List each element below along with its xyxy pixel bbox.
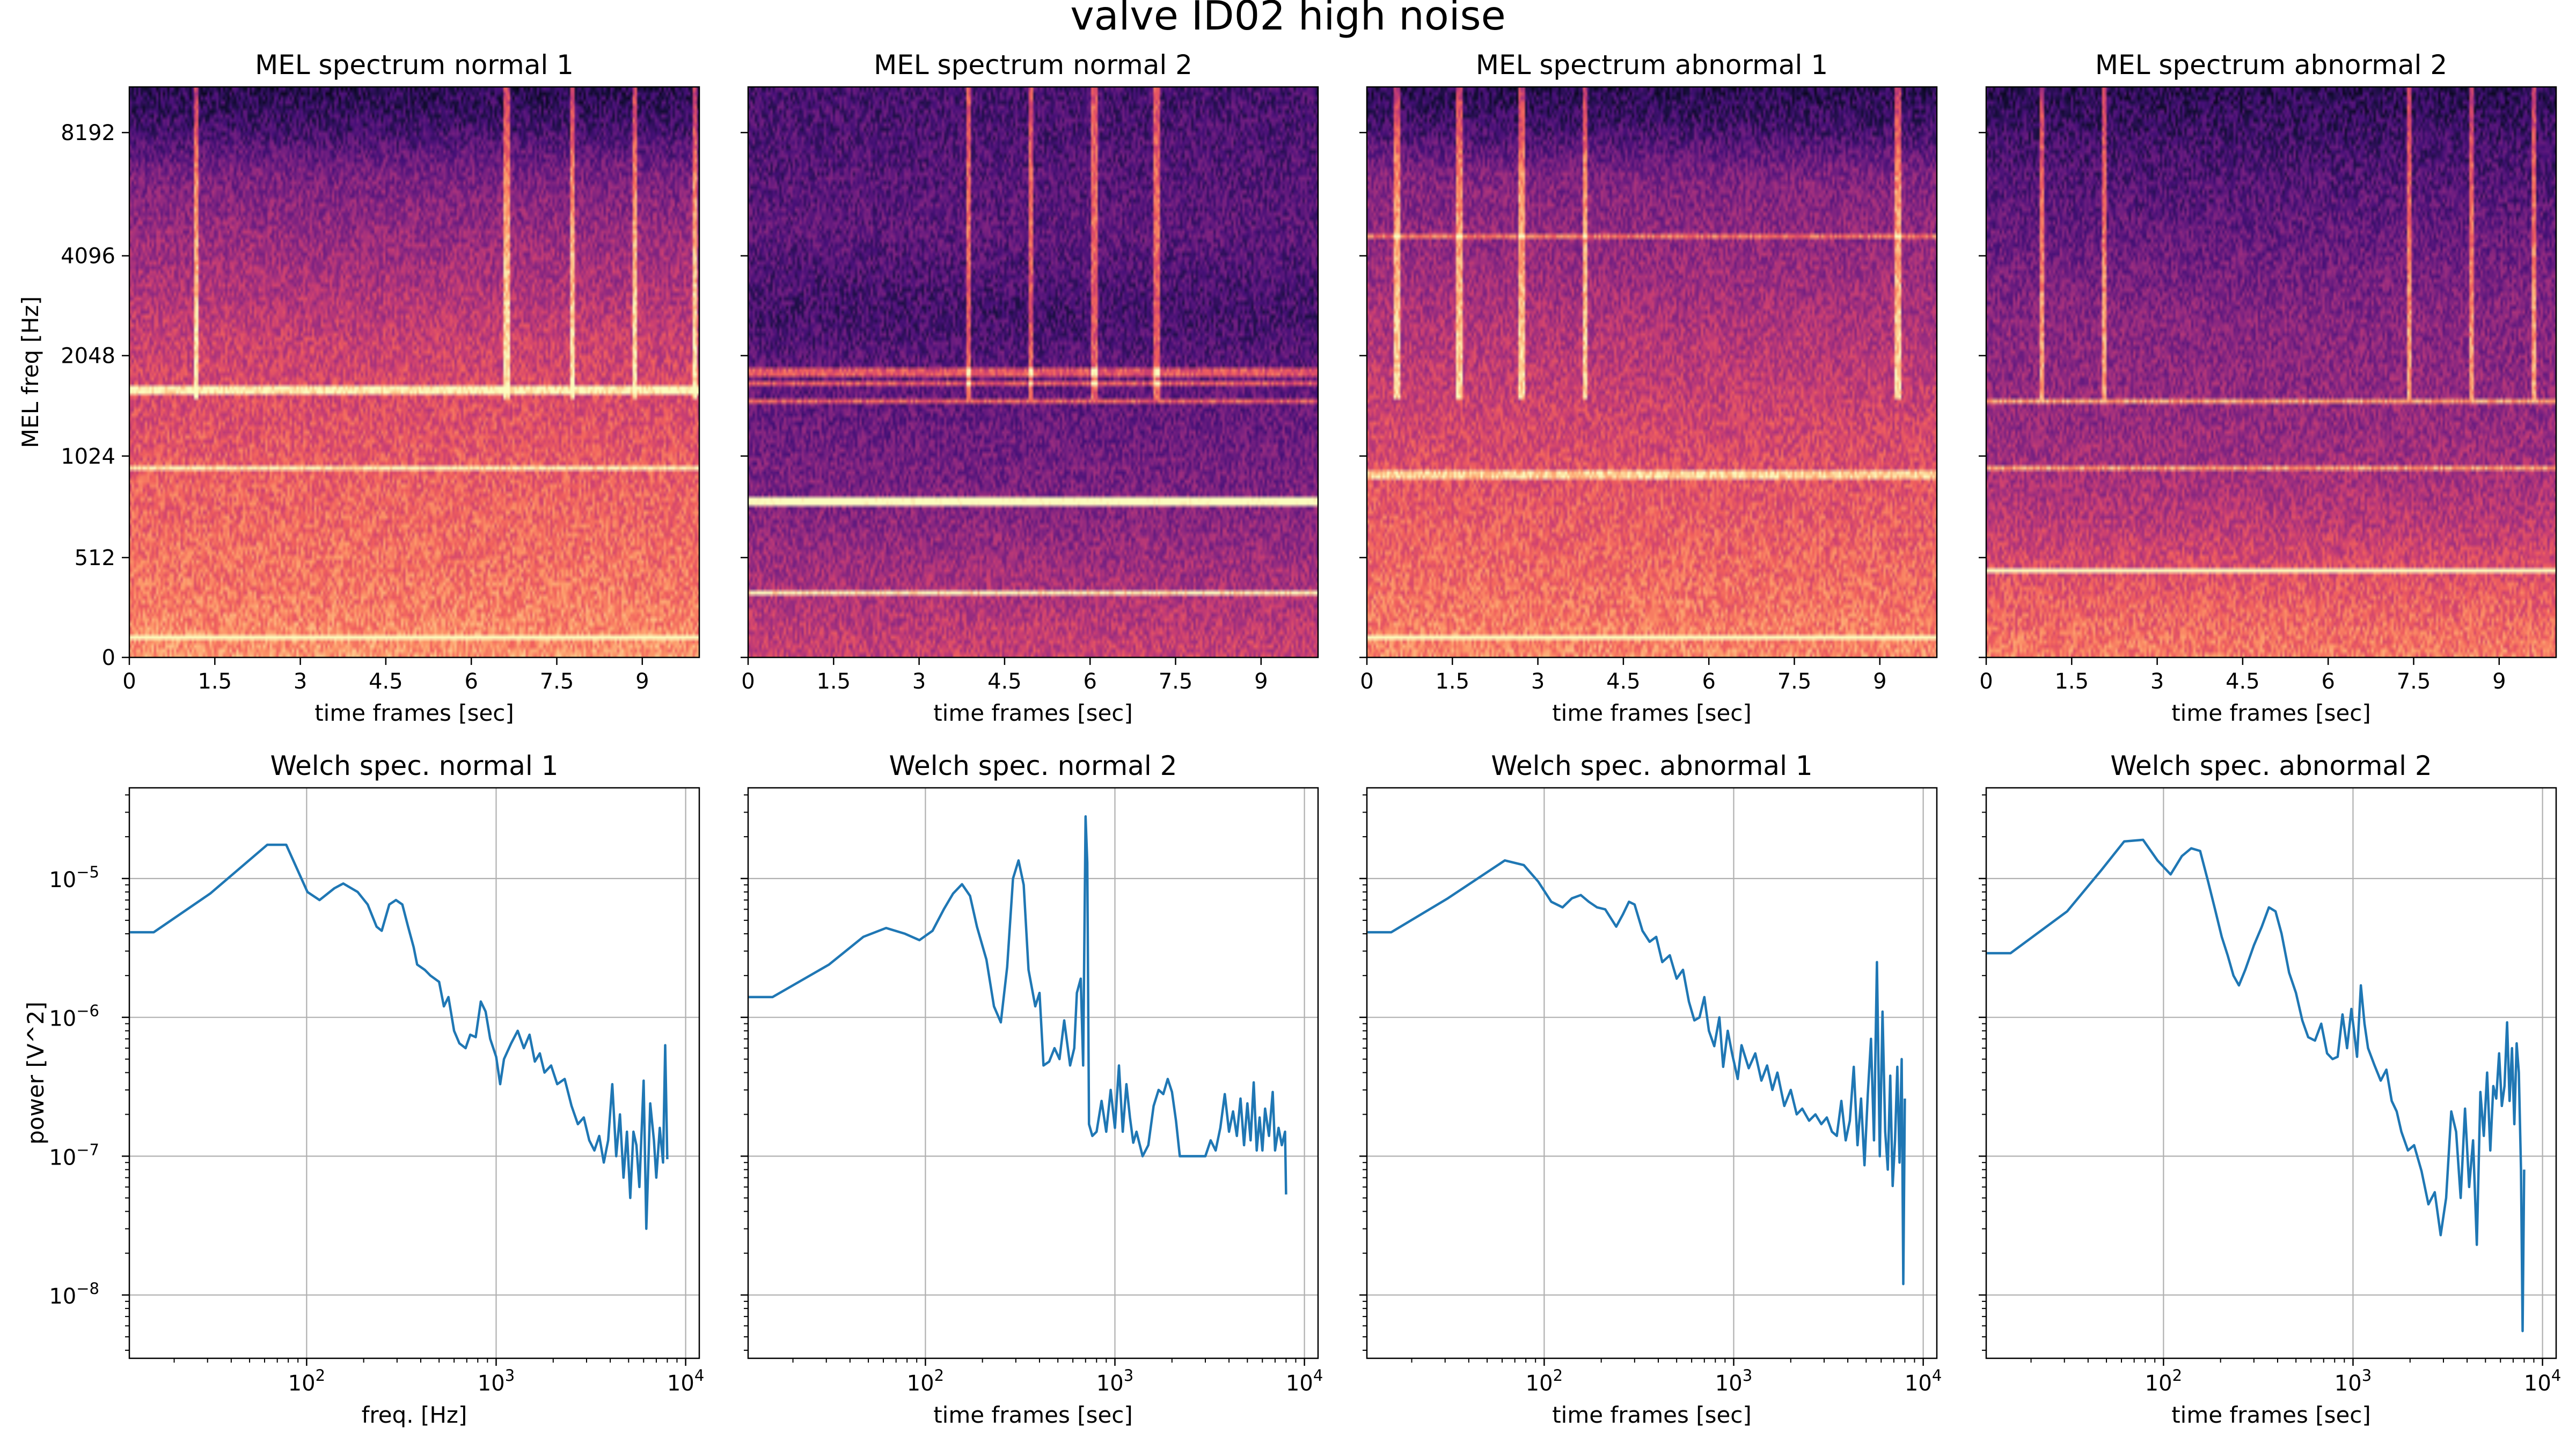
mel-spectrogram-panel: 0 1.5 3 4.5 6 7.5 9 MEL spectrum abnormal 2 time… [1979,49,2557,726]
y-tick-label: 2048 [61,344,115,369]
x-tick-label: 0 [741,669,755,694]
x-tick-label: 1.5 [2054,669,2089,694]
panel-title: Welch spec. normal 1 [270,750,559,781]
power-spectrum-line [1987,838,2526,1333]
axes-frame [747,86,1319,658]
x-axis-label: time frames [sec] [1552,1402,1752,1428]
y-axis-label: MEL freq [Hz] [17,296,43,448]
x-tick-label: 6 [464,669,478,694]
power-spectrum-line [130,843,669,1230]
x-tick-label: 7.5 [2397,669,2431,694]
axes-frame [1366,86,1938,658]
x-tick-label: 103 [2334,1366,2372,1396]
x-tick-label: 102 [1526,1366,1563,1396]
y-tick-label: 10−5 [49,863,99,892]
axes-frame [1985,86,2557,658]
x-tick-label: 9 [635,669,649,694]
panel-title: MEL spectrum abnormal 2 [2095,49,2447,80]
mel-spectrogram-image [748,87,1318,657]
panel-title: Welch spec. abnormal 2 [2110,750,2432,781]
welch-spectrum-panel: 102 103 104 Welch spec. abnormal 2 time fram… [1979,750,2561,1428]
panel-title: Welch spec. normal 2 [889,750,1177,781]
x-tick-label: 6 [1083,669,1096,694]
y-tick-label: 512 [75,546,115,570]
x-tick-label: 104 [1905,1366,1942,1396]
mel-spectrogram-panel: 0 1.5 3 4.5 6 7.5 9 MEL spectrum normal 2 time f… [741,49,1319,726]
y-tick-label: 0 [102,646,115,670]
x-tick-label: 1.5 [1435,669,1469,694]
axes-frame [128,787,700,1359]
figure-title: valve ID02 high noise [1070,0,1506,39]
x-tick-label: 0 [122,669,136,694]
power-spectrum-line [749,815,1287,1195]
x-tick-label: 102 [288,1366,325,1396]
x-tick-label: 6 [2321,669,2334,694]
x-tick-label: 7.5 [540,669,574,694]
mel-spectrogram-image [1367,87,1937,657]
x-tick-label: 0 [1360,669,1373,694]
x-tick-label: 102 [907,1366,944,1396]
x-tick-label: 0 [1979,669,1993,694]
y-tick-label: 4096 [61,244,115,269]
x-tick-label: 1.5 [197,669,232,694]
panel-title: MEL spectrum normal 1 [255,49,574,80]
x-tick-label: 102 [2145,1366,2182,1396]
x-axis-label: time frames [sec] [2171,1402,2371,1428]
x-tick-label: 1.5 [816,669,851,694]
x-axis-label: time frames [sec] [933,1402,1133,1428]
welch-spectrum-panel: 102 103 104 Welch spec. abnormal 1 time fram… [1359,750,1942,1428]
mel-spectrogram-panel: 0 1.5 3 4.5 6 7.5 9 0 512 1024 2048 4096 8192 MEL spe… [17,49,700,726]
axes-frame [747,787,1319,1359]
x-tick-label: 4.5 [1606,669,1641,694]
x-tick-label: 103 [1096,1366,1133,1396]
x-tick-label: 9 [2492,669,2506,694]
x-axis-label: time frames [sec] [314,700,514,726]
y-axis-label: power [V^2] [23,1001,49,1145]
panel-title: MEL spectrum normal 2 [874,49,1192,80]
x-tick-label: 9 [1873,669,1886,694]
y-tick-label: 8192 [61,121,115,145]
x-tick-label: 104 [1286,1366,1323,1396]
x-tick-label: 3 [294,669,307,694]
x-tick-label: 104 [2524,1366,2561,1396]
panel-title: MEL spectrum abnormal 1 [1476,49,1828,80]
x-tick-label: 104 [667,1366,704,1396]
power-spectrum-line [1367,859,1906,1285]
y-tick-label: 10−8 [49,1279,99,1309]
x-axis-label: freq. [Hz] [362,1402,467,1428]
x-tick-label: 4.5 [987,669,1022,694]
mel-spectrogram-image [129,87,699,657]
x-axis-label: time frames [sec] [2171,700,2371,726]
y-tick-label: 10−6 [49,1002,99,1031]
mel-spectrogram-image [1986,87,2556,657]
x-tick-label: 103 [1715,1366,1752,1396]
x-tick-label: 4.5 [369,669,403,694]
y-tick-label: 10−7 [49,1140,99,1170]
x-tick-label: 3 [2150,669,2164,694]
y-tick-label: 1024 [61,444,115,469]
x-tick-label: 3 [1531,669,1545,694]
x-tick-label: 7.5 [1159,669,1193,694]
x-axis-label: time frames [sec] [1552,700,1752,726]
x-tick-label: 9 [1254,669,1268,694]
x-tick-label: 7.5 [1777,669,1812,694]
x-tick-label: 3 [912,669,926,694]
x-tick-label: 103 [478,1366,515,1396]
axes-frame [128,86,700,658]
welch-spectrum-panel: 102 103 104 10−8 10−7 10−6 10−5 Welch spec. nor… [23,750,704,1428]
x-tick-label: 6 [1702,669,1715,694]
mel-spectrogram-panel: 0 1.5 3 4.5 6 7.5 9 MEL spectrum abnormal 1 time… [1359,49,1938,726]
subplots-grid: 0 1.5 3 4.5 6 7.5 9 0 512 1024 2048 4096 8192 MEL spe… [17,49,2561,1428]
axes-frame [1366,787,1938,1359]
x-axis-label: time frames [sec] [933,700,1133,726]
axes-frame [1985,787,2557,1359]
welch-spectrum-panel: 102 103 104 Welch spec. normal 2 time frames… [741,750,1323,1428]
x-tick-label: 4.5 [2226,669,2260,694]
panel-title: Welch spec. abnormal 1 [1491,750,1812,781]
